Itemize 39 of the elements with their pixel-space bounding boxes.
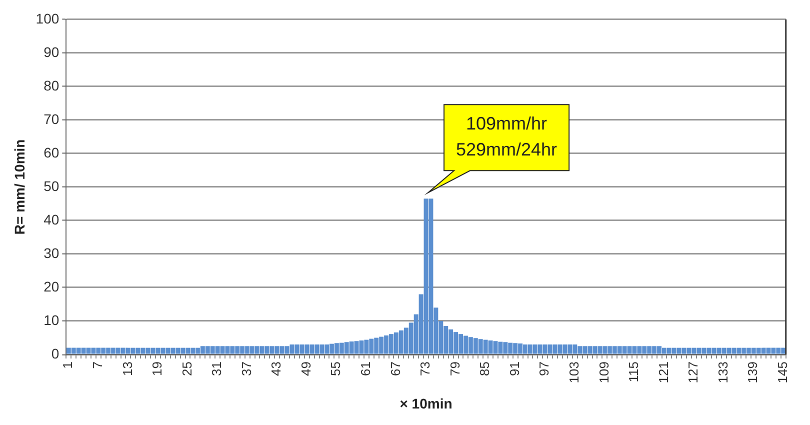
y-tick-label: 90 xyxy=(44,44,60,60)
x-tick-label: 109 xyxy=(596,362,612,384)
x-tick-label: 43 xyxy=(268,362,284,376)
x-tick-label: 79 xyxy=(447,362,462,376)
y-tick-label: 30 xyxy=(44,244,60,261)
y-tick-label: 60 xyxy=(44,144,60,160)
x-tick-label: 133 xyxy=(715,362,730,384)
x-tick-label: 127 xyxy=(686,362,701,384)
y-axis-title: R= mm/ 10min xyxy=(11,139,28,235)
x-tick-label: 13 xyxy=(120,362,135,376)
y-tick-label: 80 xyxy=(44,77,60,94)
y-tick-label: 20 xyxy=(44,278,60,294)
x-tick-label: 73 xyxy=(418,362,433,376)
x-tick-label: 145 xyxy=(774,362,790,384)
x-tick-label: 115 xyxy=(626,362,642,382)
x-tick-label: 49 xyxy=(298,362,314,376)
y-tick-label: 70 xyxy=(44,110,60,127)
x-tick-label: 139 xyxy=(745,362,760,384)
x-tick-label: 67 xyxy=(388,362,403,376)
y-tick-label: 0 xyxy=(51,345,60,362)
x-tick-label: 7 xyxy=(90,362,105,369)
x-tick-label: 61 xyxy=(358,362,374,376)
x-tick-label: 121 xyxy=(656,362,671,384)
x-tick-label: 85 xyxy=(477,362,492,376)
x-tick-label: 97 xyxy=(536,362,552,376)
x-tick-label: 55 xyxy=(328,362,344,376)
x-tick-label: 91 xyxy=(506,362,522,376)
x-tick-label: 37 xyxy=(238,362,254,376)
y-tick-label: 50 xyxy=(44,178,60,194)
x-tick-label: 31 xyxy=(209,362,224,376)
x-tick-label: 1 xyxy=(60,362,76,369)
x-tick-label: 19 xyxy=(150,362,165,376)
x-tick-label: 25 xyxy=(179,362,194,376)
y-tick-label: 10 xyxy=(44,312,60,328)
y-tick-label: 40 xyxy=(44,211,60,228)
x-axis-title: × 10min xyxy=(400,395,452,412)
annotation: 109mm/hr 529mm/24hr xyxy=(456,114,558,160)
y-tick-label: 100 xyxy=(36,10,60,26)
x-tick-label: 103 xyxy=(566,362,582,384)
